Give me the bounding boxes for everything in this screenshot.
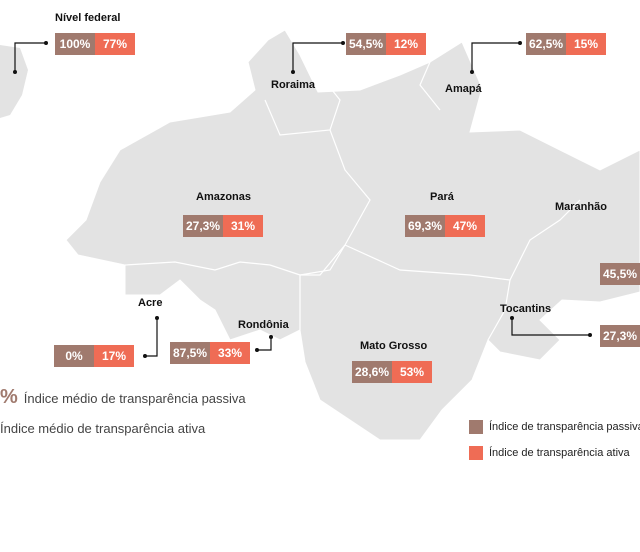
leader-dots	[13, 41, 592, 358]
passive-value: 54,5%	[346, 33, 386, 55]
legend-active: Índice de transparência ativa	[469, 446, 630, 460]
passive-value: 45,5%	[600, 263, 640, 285]
amapa-label: Amapá	[445, 83, 482, 95]
active-value: 15%	[566, 33, 606, 55]
tocantins-values: 27,3%	[600, 325, 640, 347]
active-value: 31%	[223, 215, 263, 237]
legend-text: Índice médio de transparência passiva	[23, 391, 246, 406]
mato-grosso-values: 28,6% 53%	[352, 361, 432, 383]
leader-lines	[14, 42, 590, 357]
mato-grosso-label: Mato Grosso	[360, 340, 428, 352]
amazonas-label: Amazonas	[196, 191, 252, 203]
state-borders	[124, 61, 581, 341]
passive-value: 0%	[54, 345, 94, 367]
federal-values: 100% 77%	[55, 33, 135, 55]
roraima-label: Roraima	[271, 79, 316, 91]
active-value: 17%	[94, 345, 134, 367]
maranhao-values: 45,5%	[600, 263, 640, 285]
passive-value: 27,3%	[600, 325, 640, 347]
tocantins-label: Tocantins	[500, 303, 552, 315]
roraima-values: 54,5% 12%	[346, 33, 426, 55]
passive-value: 100%	[55, 33, 95, 55]
active-swatch	[469, 446, 483, 460]
rondonia-label: Rondônia	[238, 319, 289, 331]
amapa-values: 62,5% 15%	[526, 33, 606, 55]
passive-value: 27,3%	[183, 215, 223, 237]
passive-value: 69,3%	[405, 215, 445, 237]
federal-region-shape	[0, 45, 28, 118]
legend-passive: Índice de transparência passiva	[469, 420, 640, 434]
acre-values: 0% 17%	[54, 345, 134, 367]
maranhao-label: Maranhão	[555, 201, 607, 213]
legend-passive-avg: % Índice médio de transparência passiva	[0, 386, 246, 409]
passive-value: 28,6%	[352, 361, 392, 383]
legend-active-avg: Índice médio de transparência ativa	[0, 421, 206, 436]
para-values: 69,3% 47%	[405, 215, 485, 237]
active-value: 53%	[392, 361, 432, 383]
federal-label: Nível federal	[55, 12, 121, 24]
rondonia-values: 87,5% 33%	[170, 342, 250, 364]
active-value: 47%	[445, 215, 485, 237]
acre-label: Acre	[138, 297, 163, 309]
active-value: 77%	[95, 33, 135, 55]
active-value: 12%	[386, 33, 426, 55]
legend-text: Índice de transparência passiva	[489, 421, 640, 433]
passive-value: 87,5%	[170, 342, 210, 364]
percent-symbol: %	[0, 386, 18, 408]
para-label: Pará	[430, 191, 454, 203]
passive-swatch	[469, 420, 483, 434]
passive-value: 62,5%	[526, 33, 566, 55]
amazonas-values: 27,3% 31%	[183, 215, 263, 237]
active-value: 33%	[210, 342, 250, 364]
legal-amazon-shape	[65, 29, 640, 441]
legend-text: Índice de transparência ativa	[489, 447, 630, 459]
